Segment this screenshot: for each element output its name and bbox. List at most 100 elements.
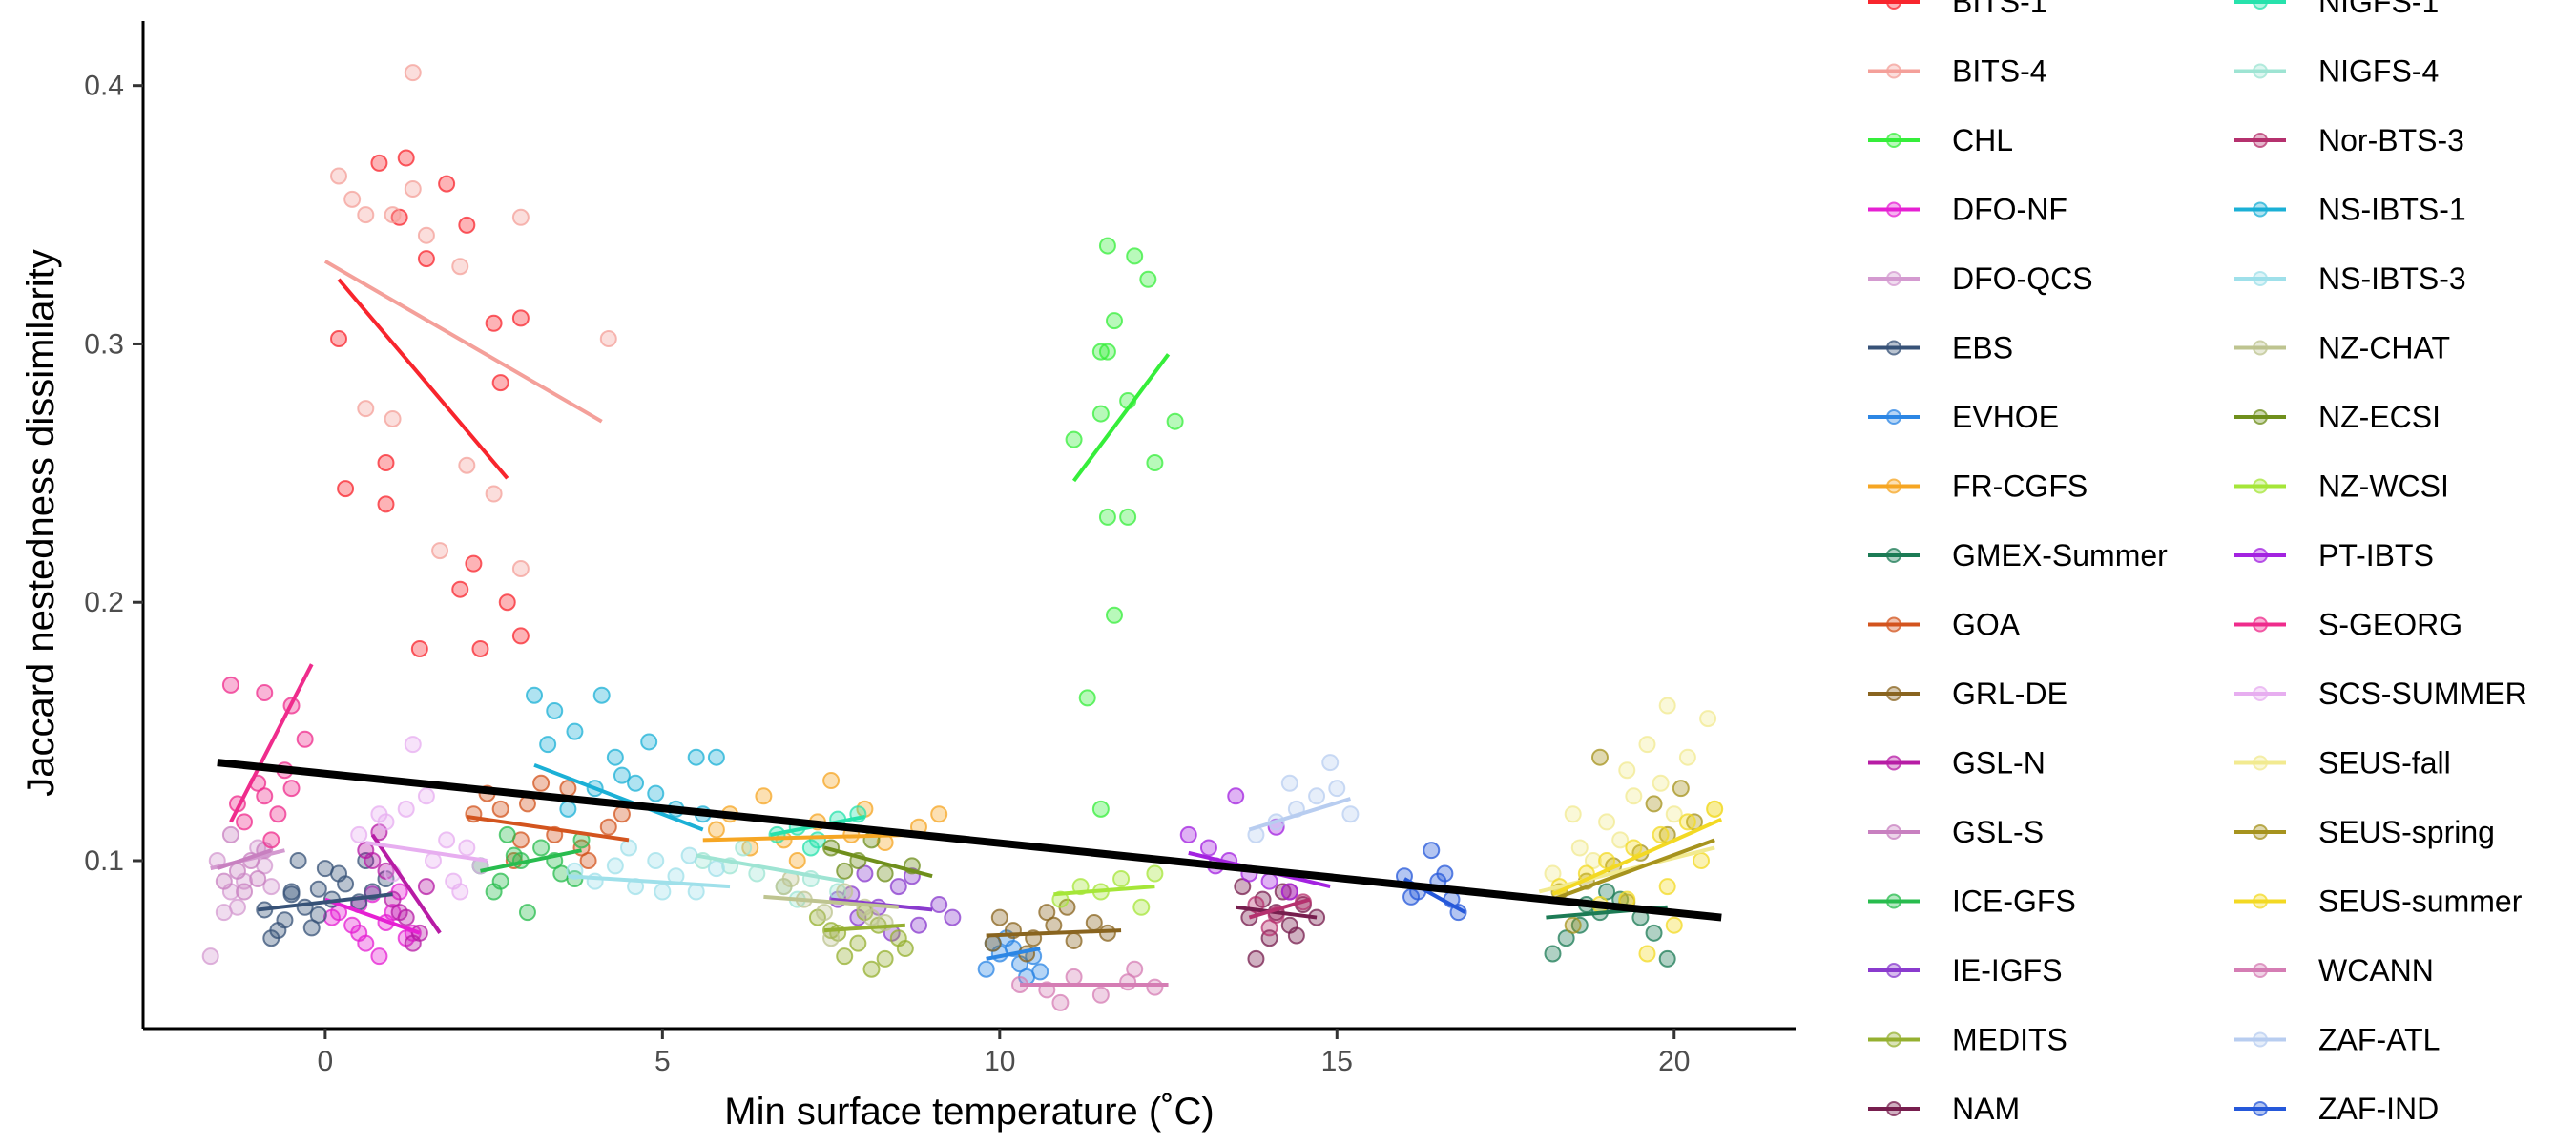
point-MEDITS xyxy=(849,934,867,952)
point-DFO-QCS xyxy=(262,878,280,896)
legend-marker xyxy=(1886,409,1901,425)
legend-label: SEUS-fall xyxy=(2318,746,2451,781)
point-BITS-1 xyxy=(337,480,355,498)
point-SEUS-summer xyxy=(1706,800,1724,818)
point-IE-IGFS xyxy=(944,908,962,926)
point-NS-IBTS-1 xyxy=(559,800,577,818)
point-NZ-WCSI xyxy=(1112,869,1131,887)
point-GRL-DE xyxy=(1038,904,1056,922)
point-S-GEORG xyxy=(262,831,280,849)
legend-label: SEUS-spring xyxy=(2318,815,2495,849)
point-EBS xyxy=(262,929,280,947)
point-CHL xyxy=(1091,405,1110,423)
point-NZ-WCSI xyxy=(1146,864,1164,883)
point-NS-IBTS-1 xyxy=(640,733,658,751)
point-SEUS-fall xyxy=(1665,805,1683,823)
legend-label: DFO-NF xyxy=(1952,193,2067,227)
point-BITS-4 xyxy=(458,456,476,474)
point-SEUS-summer xyxy=(1693,852,1711,869)
point-GSL-N xyxy=(404,934,422,952)
trend-GOA xyxy=(467,814,630,843)
point-ICE-GFS xyxy=(485,883,503,901)
trend-SEUS-fall xyxy=(1538,845,1715,894)
legend-label: ZAF-ATL xyxy=(2318,1023,2440,1057)
point-DFO-NF xyxy=(350,924,368,942)
point-SEUS-fall xyxy=(1652,774,1670,792)
legend-item-GOA: GOA xyxy=(1868,608,2021,642)
legend-marker xyxy=(2253,616,2268,633)
legend-marker xyxy=(2253,755,2268,771)
legend-label: NIGFS-4 xyxy=(2318,54,2439,89)
legend-item-DFO-QCS: DFO-QCS xyxy=(1868,261,2093,296)
point-BITS-1 xyxy=(377,495,395,513)
point-CHL xyxy=(1098,343,1116,361)
point-CHL xyxy=(1166,412,1184,430)
point-PT-IBTS xyxy=(1280,883,1298,901)
legend-marker xyxy=(1886,0,1901,10)
point-NS-IBTS-1 xyxy=(539,736,557,754)
x-tick-label: 0 xyxy=(318,1046,334,1077)
point-BITS-1 xyxy=(485,314,503,332)
legend-item-EBS: EBS xyxy=(1868,331,2013,365)
legend-label: GSL-N xyxy=(1952,746,2046,781)
point-MEDITS xyxy=(876,949,894,968)
legend-label: SEUS-summer xyxy=(2318,885,2523,919)
legend-marker xyxy=(1886,201,1901,218)
point-FR-CGFS xyxy=(930,805,948,823)
overall-trend-line xyxy=(217,759,1722,922)
point-SCS-SUMMER xyxy=(350,825,368,843)
point-BITS-1 xyxy=(451,580,469,598)
point-S-GEORG xyxy=(269,805,287,823)
point-GSL-S xyxy=(215,872,233,890)
trend-GSL-S xyxy=(217,848,272,871)
point-ICE-GFS xyxy=(498,825,516,843)
legend-label: PT-IBTS xyxy=(2318,538,2434,572)
point-SEUS-spring xyxy=(1564,916,1582,934)
point-EBS xyxy=(309,906,327,924)
point-CHL xyxy=(1065,430,1083,448)
legend-item-CHL: CHL xyxy=(1868,123,2013,157)
trend-lines xyxy=(210,260,1723,987)
point-MEDITS xyxy=(896,940,914,958)
point-BITS-4 xyxy=(404,64,422,82)
legend-marker xyxy=(1886,824,1901,840)
point-IE-IGFS xyxy=(909,916,927,934)
point-NS-IBTS-1 xyxy=(613,766,631,784)
legend-item-NS-IBTS-1: NS-IBTS-1 xyxy=(2234,193,2466,227)
point-ZAF-ATL xyxy=(1308,787,1326,805)
point-EVHOE xyxy=(977,960,995,978)
point-GSL-N xyxy=(390,904,408,922)
points-layer xyxy=(201,64,1724,1011)
point-GSL-S xyxy=(228,862,246,880)
legend-label: IE-IGFS xyxy=(1952,953,2063,988)
legend-label: EBS xyxy=(1952,331,2013,365)
legend-item-PT-IBTS: PT-IBTS xyxy=(2234,538,2434,572)
point-IE-IGFS xyxy=(889,878,907,896)
point-CHL xyxy=(1126,247,1144,265)
point-NAM xyxy=(1287,926,1305,945)
point-BITS-1 xyxy=(465,554,483,572)
legend-marker xyxy=(2253,1101,2268,1116)
x-tick-label: 15 xyxy=(1321,1046,1353,1077)
legend-item-BITS-4: BITS-4 xyxy=(1868,54,2047,89)
trend-SEUS-summer xyxy=(1551,817,1723,897)
trend-NZ-CHAT xyxy=(763,894,899,909)
legend-label: WCANN xyxy=(2318,953,2434,988)
point-BITS-1 xyxy=(511,309,530,327)
point-BITS-4 xyxy=(384,409,402,427)
point-Nor-BTS-3 xyxy=(1260,919,1278,937)
legend: BITS-1 BITS-4 CHL DFO-NF DFO-QCS EBS EVHOE FR-C… xyxy=(1868,0,2527,1126)
trend-SCS-SUMMER xyxy=(364,841,488,863)
legend-item-WCANN: WCANN xyxy=(2234,953,2434,988)
trend-EBS xyxy=(257,892,393,912)
legend-marker xyxy=(2253,271,2268,286)
point-DFO-NF xyxy=(370,947,388,966)
legend-item-SEUS-summer: SEUS-summer xyxy=(2234,885,2523,919)
point-FR-CGFS xyxy=(822,772,841,790)
point-GSL-S xyxy=(221,825,239,843)
point-BITS-4 xyxy=(599,330,617,348)
trend-Nor-BTS-3 xyxy=(1248,897,1311,920)
legend-label: NIGFS-1 xyxy=(2318,0,2439,19)
point-WCANN xyxy=(1146,978,1164,996)
point-SEUS-summer xyxy=(1638,945,1656,963)
